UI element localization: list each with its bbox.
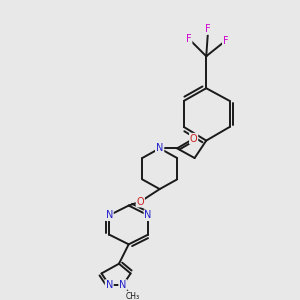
Text: N: N xyxy=(156,143,164,153)
Text: F: F xyxy=(206,24,211,34)
Text: O: O xyxy=(136,197,144,207)
Text: N: N xyxy=(106,280,113,290)
Text: O: O xyxy=(190,134,197,144)
Text: N: N xyxy=(144,210,152,220)
Text: N: N xyxy=(119,280,127,290)
Text: N: N xyxy=(156,143,164,153)
Text: F: F xyxy=(186,34,192,44)
Text: CH₃: CH₃ xyxy=(125,292,140,300)
Text: F: F xyxy=(223,36,228,46)
Text: N: N xyxy=(106,210,113,220)
